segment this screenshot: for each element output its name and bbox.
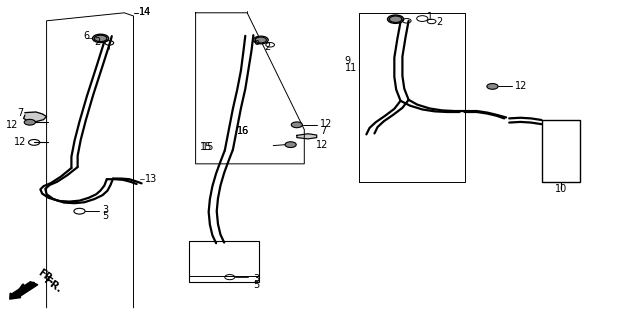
Circle shape [24,119,35,125]
Text: 15: 15 [202,142,214,152]
Text: 14: 14 [139,7,152,17]
Bar [189,241,259,282]
Circle shape [285,142,296,148]
Text: 9: 9 [345,56,351,67]
Circle shape [93,34,109,43]
Text: FR.: FR. [36,268,57,286]
Text: 14: 14 [139,7,152,17]
Polygon shape [297,134,317,139]
Text: 10: 10 [555,184,567,195]
Text: 3: 3 [253,274,260,284]
Text: 12: 12 [515,81,528,91]
Circle shape [388,15,404,23]
Text: 12: 12 [14,137,26,148]
Text: 7: 7 [320,125,327,136]
FancyArrow shape [10,282,38,299]
Polygon shape [24,112,47,122]
Text: 5: 5 [253,280,260,291]
Text: 15: 15 [200,142,212,152]
Text: 2: 2 [264,42,270,52]
Text: 6: 6 [253,37,260,47]
Text: 2: 2 [436,17,442,28]
Text: 11: 11 [345,63,357,73]
Text: 12: 12 [6,120,19,130]
Text: 1: 1 [427,12,433,22]
Text: 12: 12 [320,119,333,129]
Text: 13: 13 [145,174,158,184]
Text: 16: 16 [237,125,250,136]
Text: 5: 5 [102,211,109,221]
Text: 16: 16 [237,126,250,136]
Text: 12: 12 [315,140,328,150]
Text: 6: 6 [84,31,90,42]
Text: 7: 7 [17,108,23,118]
Circle shape [253,36,268,44]
Bar [542,120,580,182]
Text: 2: 2 [94,37,101,47]
Circle shape [291,122,302,128]
Text: 3: 3 [102,204,109,215]
Circle shape [487,84,498,89]
Text: FR.: FR. [42,276,64,295]
